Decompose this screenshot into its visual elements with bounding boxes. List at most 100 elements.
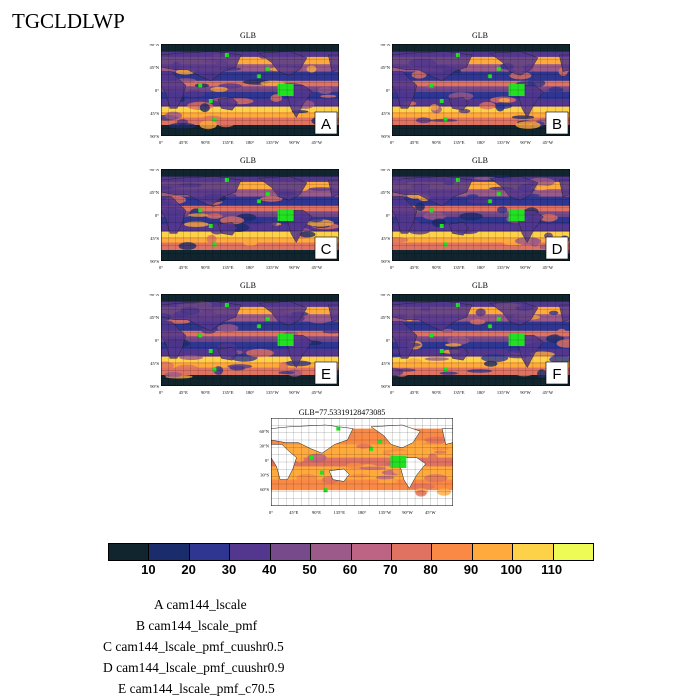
lat-tick-label: 90°S — [381, 259, 390, 264]
lon-tick-label: 0° — [390, 390, 394, 395]
map-texture — [356, 443, 372, 449]
lon-tick-label: 90°E — [432, 265, 441, 270]
lon-tick-label: 45°E — [179, 265, 188, 270]
panel-letter-box — [545, 236, 569, 260]
map-texture — [206, 234, 217, 244]
lon-tick-label: 135°W — [497, 265, 511, 270]
map-texture — [481, 354, 509, 363]
lon-tick-label: 90°E — [432, 390, 441, 395]
map-texture — [479, 101, 496, 110]
colorbar-label: 50 — [302, 562, 317, 577]
panel-letter-box — [545, 111, 569, 135]
lat-tick-label: 0° — [386, 213, 390, 218]
map-panel-obs: 60°N 30°N 0° 30°S 60°S 0° 45°E 90°E 135°E 180° 135… — [259, 418, 453, 515]
colorbar-label: 20 — [181, 562, 196, 577]
colorbar-swatch — [472, 544, 514, 560]
map-texture — [556, 328, 567, 337]
lon-tick-label: 0° — [269, 510, 273, 515]
continent — [558, 54, 570, 72]
missing-data-marker — [496, 191, 501, 196]
colorbar-label: 40 — [262, 562, 277, 577]
panel-letter: A — [321, 116, 331, 133]
lat-tick-label: 90°S — [381, 384, 390, 389]
map-texture — [165, 111, 182, 120]
missing-data-marker — [369, 446, 374, 451]
map-texture — [459, 212, 483, 221]
lon-tick-label: 90°W — [289, 140, 300, 145]
map-texture — [347, 474, 370, 478]
map-texture — [217, 120, 234, 128]
lon-tick-label: 90°E — [432, 140, 441, 145]
map-texture — [179, 355, 203, 360]
map-texture — [529, 351, 555, 358]
map-texture — [515, 370, 533, 377]
continent — [327, 304, 339, 322]
obs-panel-title: GLB=77.53319128473085 — [298, 408, 386, 417]
lat-tick-label: 30°N — [259, 444, 269, 449]
lat-tick-label: 30°S — [260, 473, 269, 478]
lat-tick-label: 0° — [265, 458, 269, 463]
colorbar-label: 10 — [141, 562, 156, 577]
legend-item-c: C cam144_lscale_pmf_cuushr0.5 — [103, 639, 284, 654]
map-texture — [320, 94, 337, 98]
panel-f-title: GLB — [472, 281, 488, 290]
continent — [287, 210, 313, 244]
map-texture — [260, 196, 283, 202]
lon-tick-label: 45°W — [312, 265, 323, 270]
map-texture — [270, 94, 283, 102]
missing-data-marker — [198, 83, 203, 88]
map-texture — [535, 100, 562, 106]
lon-tick-label: 45°E — [179, 390, 188, 395]
map-panel-e: E90°N45°N0°45°S90°S0° 45°E 90°E 135°E 180° 13… — [149, 294, 339, 395]
map-texture — [497, 206, 508, 214]
lon-tick-label: 90°W — [520, 265, 531, 270]
panel-letter: E — [321, 366, 331, 383]
lat-tick-label: 45°N — [149, 65, 159, 70]
missing-data-marker — [198, 333, 203, 338]
lon-tick-label: 90°W — [520, 390, 531, 395]
lat-tick-label: 90°N — [149, 169, 159, 172]
panel-d-title: GLB — [472, 156, 488, 165]
map-texture — [358, 466, 387, 470]
colorbar-swatch — [432, 544, 473, 560]
lon-tick-label: 135°W — [497, 140, 511, 145]
lon-tick-label: 135°W — [266, 390, 280, 395]
panel-e-title: GLB — [240, 281, 256, 290]
map-texture — [242, 237, 258, 246]
missing-data-marker — [429, 333, 434, 338]
panel-letter-box — [545, 361, 569, 385]
lat-tick-label: 0° — [155, 338, 159, 343]
continent — [518, 335, 544, 369]
lon-tick-label: 135°W — [266, 140, 280, 145]
missing-data-marker — [212, 242, 217, 247]
lat-tick-label: 45°S — [150, 111, 159, 116]
map-texture — [308, 218, 323, 223]
map-texture — [389, 450, 417, 457]
missing-data-marker — [323, 488, 328, 493]
lon-tick-label: 180° — [477, 390, 486, 395]
lat-tick-label: 90°N — [149, 44, 159, 47]
map-texture — [446, 72, 468, 79]
missing-data-marker — [256, 74, 261, 79]
map-texture — [261, 221, 277, 227]
lat-tick-label: 90°S — [150, 384, 159, 389]
panel-a-title: GLB — [240, 31, 256, 40]
map-texture — [467, 197, 495, 204]
missing-data-marker — [320, 470, 324, 475]
continent — [558, 304, 570, 322]
colorbar-swatch — [189, 544, 231, 560]
map-texture — [467, 194, 479, 198]
missing-data-marker — [208, 99, 213, 103]
missing-data-marker — [496, 316, 501, 321]
map-texture — [428, 453, 438, 461]
panel-letter: D — [552, 241, 563, 258]
map-texture — [174, 364, 199, 373]
map-texture — [492, 102, 513, 109]
map-texture — [392, 367, 404, 377]
colorbar-swatch — [391, 544, 433, 560]
lon-tick-label: 180° — [477, 265, 486, 270]
lon-tick-label: 135°E — [453, 140, 465, 145]
lat-tick-label: 45°S — [150, 236, 159, 241]
lon-tick-label: 135°E — [222, 265, 234, 270]
map-texture — [227, 364, 253, 369]
